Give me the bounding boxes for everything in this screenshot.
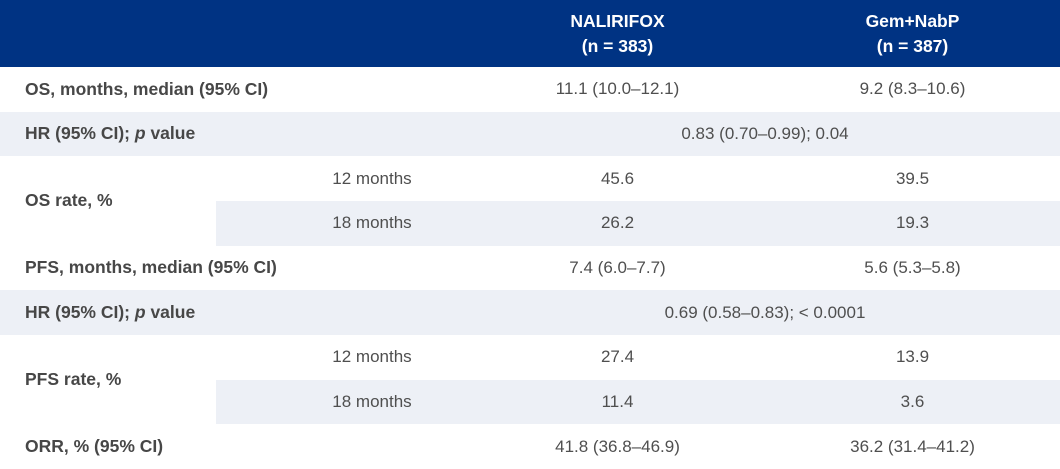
header-gem-nabp: Gem+NabP (n = 387)	[765, 0, 1060, 67]
orr-nalirifox: 41.8 (36.8–46.9)	[555, 436, 680, 456]
row-pfs-rate-12mo: PFS rate, % 12 months 27.4 13.9	[0, 334, 1060, 425]
os-median-gem-nabp: 9.2 (8.3–10.6)	[859, 79, 966, 99]
pfs-rate-18mo-sublabel: 18 months	[216, 379, 470, 425]
os-rate-12mo-gem-nabp: 39.5	[895, 168, 930, 188]
row-label-pfs-hr: HR (95% CI); p value	[0, 290, 470, 335]
row-label-os-hr: HR (95% CI); p value	[0, 111, 470, 157]
header-empty-cell	[0, 0, 470, 67]
os-rate-12mo-nalirifox: 45.6	[600, 168, 635, 188]
os-median-nalirifox: 11.1 (10.0–12.1)	[555, 79, 680, 99]
row-os-median: OS, months, median (95% CI) 11.1 (10.0–1…	[0, 67, 1060, 112]
os-rate-18mo-gem-nabp: 19.3	[765, 200, 1060, 246]
table-header: NALIRIFOX (n = 383) Gem+NabP (n = 387)	[0, 0, 1060, 67]
pfs-median-nalirifox: 7.4 (6.0–7.7)	[569, 257, 666, 277]
row-label-orr: ORR, % (95% CI)	[0, 424, 470, 469]
pfs-rate-12mo-nalirifox: 27.4	[600, 347, 635, 367]
pfs-rate-18mo-gem-nabp: 3.6	[765, 379, 1060, 425]
pfs-hr-label-suffix: value	[145, 302, 196, 323]
row-label-os-rate: OS rate, %	[0, 156, 216, 246]
row-label-os-median: OS, months, median (95% CI)	[0, 67, 470, 112]
pfs-hr-label-prefix: HR (95% CI);	[25, 302, 135, 323]
pfs-hr-label-p: p	[134, 302, 146, 323]
row-label-pfs-median: PFS, months, median (95% CI)	[0, 245, 470, 291]
pfs-rate-18mo-nalirifox: 11.4	[470, 379, 765, 425]
row-pfs-rate-18mo: 18 months 11.4 3.6	[0, 379, 1060, 425]
arm-name-gem-nabp: Gem+NabP	[865, 10, 960, 31]
os-rate-18mo-sublabel: 18 months	[216, 200, 470, 246]
arm-n-nalirifox: (n = 383)	[581, 35, 654, 56]
os-rate-18mo-nalirifox: 26.2	[470, 200, 765, 246]
pfs-median-gem-nabp: 5.6 (5.3–5.8)	[864, 257, 961, 277]
row-pfs-median: PFS, months, median (95% CI) 7.4 (6.0–7.…	[0, 245, 1060, 291]
row-os-rate-18mo: 18 months 26.2 19.3	[0, 200, 1060, 246]
os-hr-label-prefix: HR (95% CI);	[25, 123, 135, 144]
row-orr: ORR, % (95% CI) 41.8 (36.8–46.9) 36.2 (3…	[0, 424, 1060, 469]
row-pfs-hr: HR (95% CI); p value 0.69 (0.58–0.83); <…	[0, 290, 1060, 335]
pfs-rate-12mo-gem-nabp: 13.9	[895, 347, 930, 367]
os-rate-12mo-sublabel: 12 months	[332, 168, 412, 188]
row-os-hr: HR (95% CI); p value 0.83 (0.70–0.99); 0…	[0, 111, 1060, 157]
os-hr-label-p: p	[134, 123, 146, 144]
os-hr-label-suffix: value	[145, 123, 196, 144]
pfs-hr-value: 0.69 (0.58–0.83); < 0.0001	[470, 290, 1060, 335]
header-row: NALIRIFOX (n = 383) Gem+NabP (n = 387)	[0, 0, 1060, 67]
row-label-pfs-rate: PFS rate, %	[0, 334, 216, 425]
arm-n-gem-nabp: (n = 387)	[876, 35, 949, 56]
arm-name-nalirifox: NALIRIFOX	[570, 10, 665, 31]
os-hr-value: 0.83 (0.70–0.99); 0.04	[470, 111, 1060, 157]
row-os-rate-12mo: OS rate, % 12 months 45.6 39.5	[0, 156, 1060, 246]
header-nalirifox: NALIRIFOX (n = 383)	[470, 0, 765, 67]
pfs-rate-12mo-sublabel: 12 months	[332, 347, 412, 367]
orr-gem-nabp: 36.2 (31.4–41.2)	[850, 436, 975, 456]
